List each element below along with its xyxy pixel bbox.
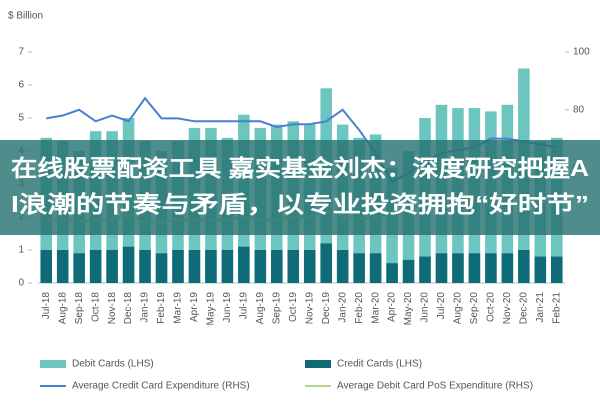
legend-label: Credit Cards (LHS) [337, 359, 422, 370]
x-tick-label: Apr-20 [387, 292, 398, 322]
legend-swatch [305, 360, 331, 368]
legend-swatch [40, 360, 66, 368]
bar [56, 250, 69, 283]
bar [468, 253, 481, 283]
x-tick-label: Feb-21 [551, 292, 562, 324]
x-tick-label: Mar-20 [370, 292, 381, 324]
y-tick-label: 0 [18, 278, 24, 289]
x-tick-label: Nov-18 [107, 292, 118, 325]
x-tick-label: Jan-20 [337, 292, 348, 323]
bar [320, 243, 332, 283]
x-tick-label: Jul-19 [239, 292, 250, 320]
bar [155, 253, 168, 283]
x-tick-label: Mar-19 [173, 292, 184, 324]
y-tick-label: 7 [18, 47, 24, 58]
bar [386, 263, 398, 283]
bar [205, 250, 217, 283]
x-tick-label: Jun-20 [420, 292, 431, 323]
x-tick-label: Nov-20 [502, 292, 513, 325]
bar [221, 250, 234, 283]
bar [303, 250, 316, 283]
banner-text: I浪潮的节奏与矛盾，以专业投资拥抱“好时节” [11, 191, 589, 217]
bar [106, 250, 118, 283]
x-tick-label: Feb-20 [354, 292, 365, 324]
bar [172, 250, 184, 283]
x-tick-label: Dec-20 [518, 292, 529, 325]
x-tick-label: Dec-18 [123, 292, 134, 325]
x-tick-label: May-20 [403, 292, 414, 326]
bar [73, 253, 85, 283]
y2-tick-label: 80 [573, 104, 585, 115]
y2-tick-label: 100 [573, 47, 590, 58]
bar [139, 250, 151, 283]
x-tick-label: Apr-19 [189, 292, 200, 322]
x-tick-label: Nov-19 [304, 292, 315, 325]
bar [271, 250, 283, 283]
x-tick-label: Aug-19 [255, 292, 266, 325]
bar [122, 246, 135, 283]
bar [40, 250, 52, 283]
x-tick-label: Feb-19 [156, 292, 167, 324]
bar [485, 253, 497, 283]
bar [452, 253, 464, 283]
x-tick-label: Jun-19 [222, 292, 233, 323]
x-tick-label: Jul-20 [436, 292, 447, 320]
bar [353, 253, 365, 283]
x-tick-label: Oct-19 [288, 292, 299, 322]
banner-text: 在线股票配资工具 嘉实基金刘杰：深度研究把握A [11, 155, 589, 181]
x-tick-label: Aug-20 [453, 292, 464, 325]
bar [336, 250, 349, 283]
bar [501, 253, 514, 283]
bar [287, 250, 300, 283]
y-tick-label: 5 [18, 113, 24, 124]
bar [402, 259, 415, 283]
bar [551, 256, 563, 283]
y-tick-label: 1 [18, 245, 24, 256]
x-tick-label: Sep-19 [271, 292, 282, 325]
x-tick-label: May-19 [206, 292, 217, 326]
x-tick-label: Sep-18 [74, 292, 85, 325]
legend-label: Debit Cards (LHS) [72, 359, 154, 370]
legend-label: Average Debit Card PoS Expenditure (RHS) [337, 381, 533, 392]
banner [0, 140, 600, 235]
x-tick-label: Jul-18 [41, 292, 52, 320]
x-tick-label: Jan-21 [535, 292, 546, 323]
y-axis-label: $ Billion [8, 11, 43, 22]
bar [238, 246, 250, 283]
bar [369, 253, 382, 283]
x-tick-label: Oct-20 [486, 292, 497, 322]
x-tick-label: Aug-18 [57, 292, 68, 325]
bar [188, 250, 201, 283]
bar [435, 253, 448, 283]
legend-label: Average Credit Card Expenditure (RHS) [72, 381, 250, 392]
y-tick-label: 6 [18, 80, 24, 91]
x-tick-label: Jan-19 [140, 292, 151, 323]
bar [419, 256, 431, 283]
x-tick-label: Dec-19 [321, 292, 332, 325]
x-tick-label: Sep-20 [469, 292, 480, 325]
x-tick-label: Oct-18 [90, 292, 101, 322]
bar [534, 256, 547, 283]
bar [89, 250, 102, 283]
bar [254, 250, 267, 283]
bar [518, 250, 530, 283]
